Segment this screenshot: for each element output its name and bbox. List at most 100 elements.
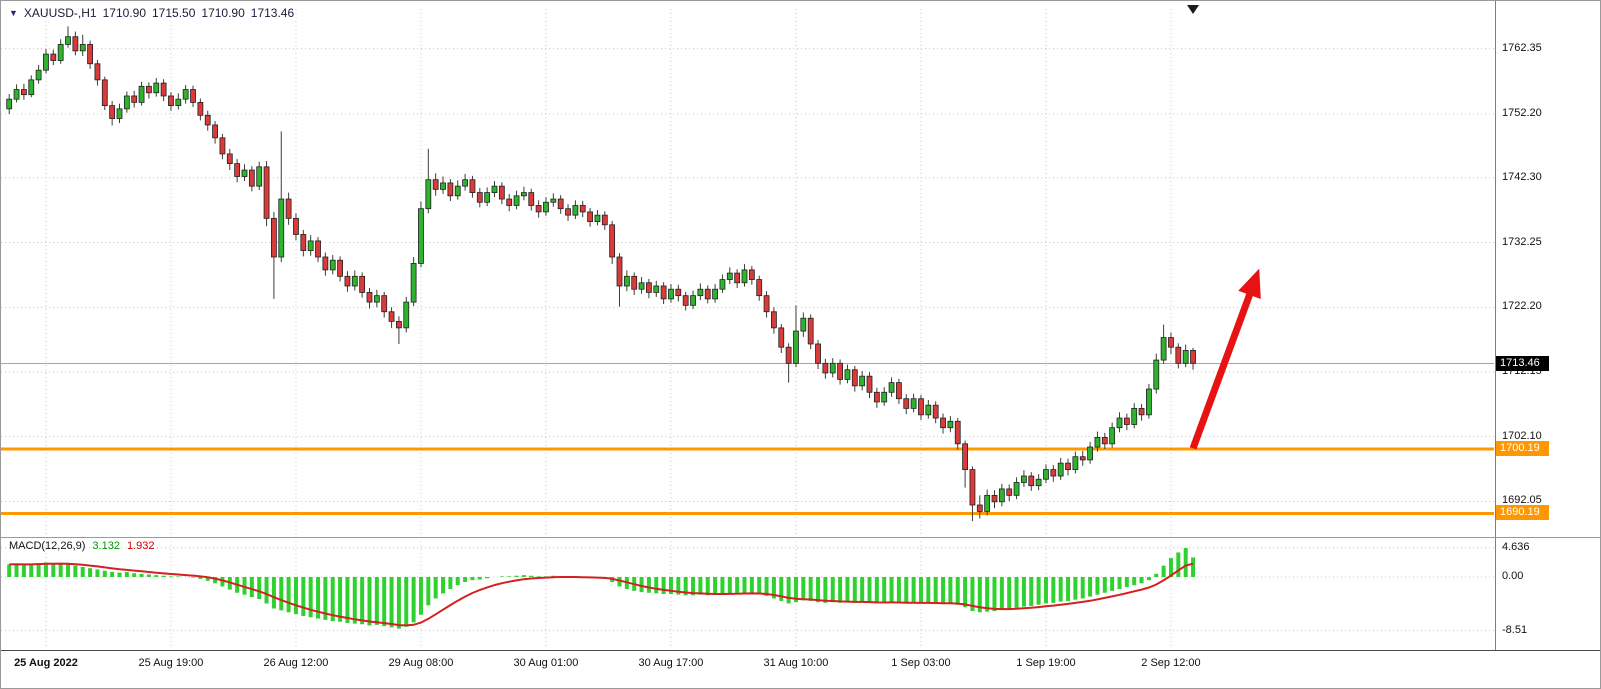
bull-candle: [984, 494, 991, 512]
symbol-dropdown-icon[interactable]: ▼: [9, 8, 18, 18]
bull-candle: [138, 85, 145, 103]
bull-candle: [329, 259, 336, 271]
bull-candle: [28, 79, 35, 96]
bull-candle: [1035, 478, 1042, 487]
bear-candle: [366, 292, 373, 303]
time-axis-label: 31 Aug 10:00: [763, 657, 829, 669]
bear-candle: [940, 417, 946, 429]
bear-candle: [646, 282, 652, 293]
bull-candle: [462, 179, 468, 187]
price-axis[interactable]: [1495, 1, 1600, 651]
bear-candle: [1065, 462, 1071, 470]
bear-candle: [1028, 475, 1035, 487]
macd-indicator-header: MACD(12,26,9) 3.132 1.932: [9, 540, 154, 552]
bear-candle: [506, 198, 513, 206]
bull-candle: [719, 279, 726, 290]
quote-close: 1713.46: [250, 6, 295, 20]
bull-candle: [1146, 388, 1152, 416]
bear-candle: [918, 398, 924, 416]
price-tick-label: 1722.20: [1502, 300, 1542, 313]
bear-candle: [1190, 350, 1196, 364]
bull-candle: [998, 488, 1005, 503]
bear-candle: [197, 102, 204, 116]
bull-candle: [175, 98, 182, 107]
macd-tick-label: -8.51: [1502, 623, 1528, 636]
bull-candle: [572, 205, 579, 216]
bear-candle: [557, 198, 564, 210]
bear-candle: [609, 224, 616, 258]
trend-arrow-head: [1238, 268, 1261, 300]
symbol-timeframe-label: XAUUSD-,H1: [23, 6, 97, 20]
bear-candle: [660, 285, 667, 300]
bull-candle: [910, 398, 917, 409]
bear-candle: [146, 85, 152, 94]
bear-candle: [896, 382, 902, 400]
bull-candle: [351, 275, 358, 287]
bull-candle: [43, 53, 49, 71]
bear-candle: [991, 494, 998, 503]
bear-candle: [771, 311, 777, 329]
bear-candle: [50, 53, 57, 61]
bull-candle: [888, 382, 895, 393]
price-badge-1690-19: 1690.19: [1496, 505, 1549, 521]
bull-candle: [690, 295, 696, 306]
time-axis-separator: [1, 650, 1600, 651]
bull-candle: [741, 269, 748, 284]
bear-candle: [976, 504, 983, 512]
bear-candle: [447, 182, 454, 197]
bull-candle: [550, 198, 557, 203]
time-axis-label: 1 Sep 19:00: [1016, 657, 1076, 669]
bull-candle: [241, 169, 248, 177]
bear-candle: [271, 217, 277, 258]
bear-candle: [1175, 346, 1182, 364]
down-triangle-marker-icon[interactable]: [1187, 5, 1200, 14]
bull-candle: [844, 369, 851, 380]
bear-candle: [248, 169, 255, 187]
bull-candle: [513, 195, 520, 206]
time-axis-label: 2 Sep 12:00: [1141, 657, 1201, 669]
bear-candle: [631, 275, 638, 290]
bull-candle: [521, 192, 527, 197]
bull-candle: [440, 182, 446, 190]
bear-candle: [315, 240, 321, 258]
time-axis-label: 25 Aug 2022: [14, 657, 78, 669]
bear-candle: [160, 82, 167, 97]
bull-candle: [491, 185, 498, 193]
bull-candle: [1153, 359, 1160, 390]
bull-candle: [793, 330, 799, 364]
bear-candle: [1050, 469, 1057, 477]
bear-candle: [778, 327, 785, 348]
price-tick-label: 1742.30: [1502, 170, 1542, 183]
bear-candle: [1006, 488, 1013, 496]
bear-candle: [204, 114, 211, 126]
bear-candle: [300, 234, 307, 251]
time-axis-label: 29 Aug 08:00: [388, 657, 454, 669]
bear-candle: [807, 317, 814, 345]
bull-candle: [484, 192, 491, 203]
macd-histogram: [7, 548, 1196, 629]
bear-candle: [822, 362, 829, 374]
bear-candle: [337, 259, 343, 277]
quote-high: 1715.50: [152, 6, 196, 20]
time-axis-label: 1 Sep 03:00: [891, 657, 951, 669]
bear-candle: [219, 137, 226, 155]
bull-candle: [712, 288, 718, 300]
bear-candle: [528, 192, 535, 206]
bear-candle: [94, 63, 101, 81]
trend-arrow-shaft[interactable]: [1189, 289, 1255, 450]
bull-candle: [1057, 462, 1064, 477]
bear-candle: [734, 272, 741, 284]
bear-candle: [962, 443, 968, 470]
bull-candle: [1087, 446, 1093, 461]
bear-candle: [815, 343, 821, 364]
bull-candle: [829, 362, 836, 374]
bull-candle: [6, 98, 13, 110]
candlesticks: [6, 26, 1196, 522]
bear-candle: [190, 89, 196, 103]
bear-candle: [903, 398, 910, 409]
bear-candle: [1138, 407, 1145, 416]
bear-candle: [322, 256, 329, 271]
bear-candle: [226, 153, 233, 165]
